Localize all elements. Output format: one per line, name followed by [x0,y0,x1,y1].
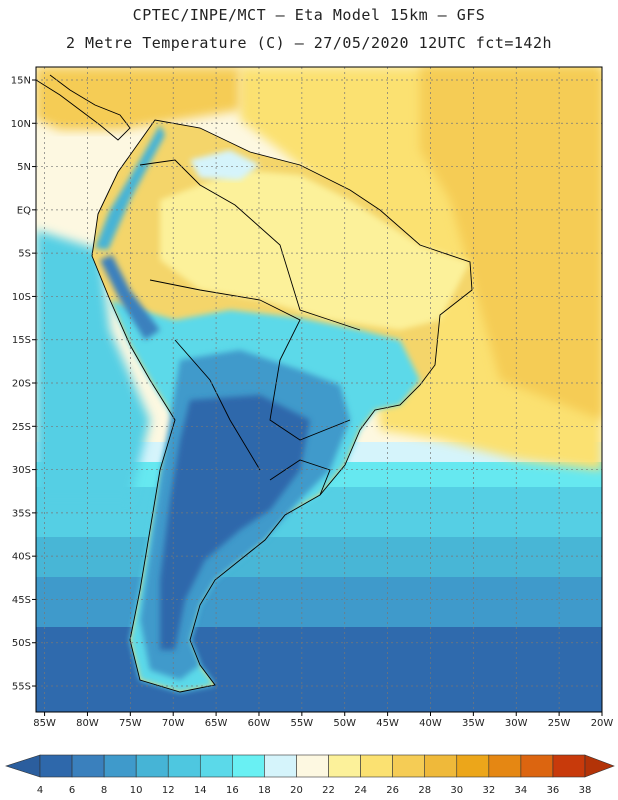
lon-tick-label: 80W [76,718,99,729]
colorbar-label: 28 [418,785,431,796]
chart-title-line-1: CPTEC/INPE/MCT – Eta Model 15km – GFS [132,6,486,24]
uruguay-border [269,459,331,496]
colorbar-label: 24 [354,785,367,796]
lon-tick-label: 55W [291,718,314,729]
colorbar-swatch [135,754,169,778]
colorbar-swatch [552,754,586,778]
lon-tick-label: 75W [119,718,142,729]
colorbar-swatch [424,754,458,778]
lon-tick-label: 70W [162,718,185,729]
colorbar-label: 26 [386,785,399,796]
interior-border-b [149,279,351,441]
colorbar-label: 6 [69,785,75,796]
colorbar-label: 20 [290,785,303,796]
interior-border-a [139,159,361,331]
colorbar-swatch [360,754,393,778]
lat-tick-label: 35S [12,508,31,519]
caribbean-warm-zone [36,67,240,130]
lat-tick-label: 50S [12,638,31,649]
lat-tick-label: 15S [12,335,31,346]
interior-border-c [174,339,261,471]
lon-tick-label: 40W [419,718,442,729]
temperature-field [36,67,602,712]
latitude-labels: 15N 10N 5N EQ 5S 10S 15S 20S 25S 30S 35S 40S 45S 50S 5… [11,75,36,693]
lat-tick-label: 15N [11,75,31,86]
colorbar-swatch [392,754,426,778]
colorbar-label: 8 [101,785,107,796]
colorbar-label: 34 [515,785,528,796]
lat-tick-label: 55S [12,682,31,693]
colorbar-label: 30 [450,785,463,796]
lon-tick-label: 30W [505,718,528,729]
colorbar-swatch [520,754,554,778]
colorbar-label: 14 [194,785,207,796]
map-frame [35,66,603,713]
lat-tick-label: 5N [17,162,31,173]
colorbar-label: 36 [547,785,560,796]
lat-lon-grid [36,67,603,712]
patagonia-coldest-zone [160,395,310,650]
lon-tick-label: 20W [591,718,614,729]
lat-tick-label: EQ [17,205,31,216]
colorbar-under-arrow [5,754,41,778]
colorbar-swatch [199,754,233,778]
lat-tick-label: 25S [12,422,31,433]
colorbar-over-arrow [584,754,615,778]
south-america-coastline [91,119,473,693]
lon-tick-label: 25W [548,718,571,729]
coastlines [36,74,473,693]
colorbar-swatch [232,754,265,778]
colorbar-label: 32 [482,785,495,796]
lon-tick-label: 85W [33,718,56,729]
pacific-coastal-zone [36,230,150,500]
colorbar: 4 6 8 10 12 14 16 18 20 22 24 26 28 30 32 34 36 38 [5,754,615,796]
colorbar-swatch [488,754,522,778]
colorbar-label: 22 [322,785,335,796]
lon-tick-label: 60W [248,718,271,729]
chart-title-line-2: 2 Metre Temperature (C) – 27/05/2020 12U… [65,34,553,52]
lat-tick-label: 45S [12,595,31,606]
colorbar-swatch [167,754,201,778]
lat-tick-label: 5S [18,249,31,260]
colorbar-label: 10 [130,785,143,796]
colorbar-label: 38 [579,785,592,796]
lon-tick-label: 65W [205,718,228,729]
longitude-labels: 85W 80W 75W 70W 65W 60W 55W 50W 45W 40W 35W 30W 25W 2… [33,712,613,729]
lon-tick-label: 35W [462,718,485,729]
colorbar-swatch [103,754,137,778]
colorbar-swatch [456,754,490,778]
colorbar-swatch [296,754,329,778]
lon-tick-label: 50W [333,718,356,729]
guiana-highland-cool [190,150,260,180]
colorbar-label: 16 [226,785,239,796]
colorbar-swatch [71,754,105,778]
lat-tick-label: 30S [12,465,31,476]
lat-tick-label: 10S [12,292,31,303]
colorbar-label: 18 [258,785,271,796]
colorbar-swatch [328,754,361,778]
atlantic-warmer-zone [420,67,602,420]
lat-tick-label: 20S [12,379,31,390]
colorbar-swatch [264,754,297,778]
lat-tick-label: 40S [12,552,31,563]
lat-tick-label: 10N [11,119,31,130]
colorbar-label: 4 [37,785,43,796]
central-america-coastline [36,74,131,141]
colorbar-swatch [39,754,73,778]
lon-tick-label: 45W [376,718,399,729]
colorbar-label: 12 [162,785,175,796]
